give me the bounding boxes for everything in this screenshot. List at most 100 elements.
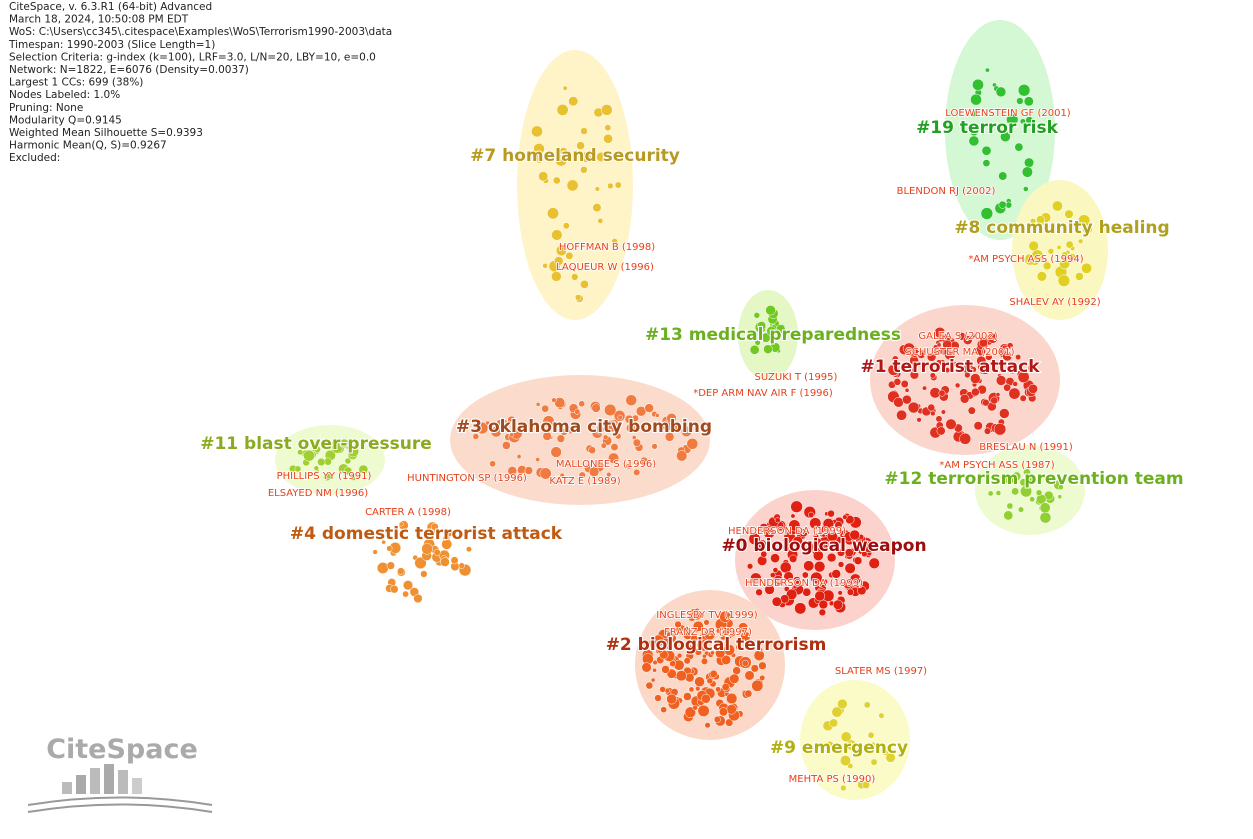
node <box>763 344 773 354</box>
node <box>971 387 980 397</box>
node <box>967 406 976 415</box>
node <box>862 780 870 789</box>
node <box>1003 510 1014 521</box>
info-line: Excluded: <box>9 152 60 164</box>
node <box>817 546 823 552</box>
node <box>917 350 926 359</box>
node <box>624 414 634 424</box>
reference-label: SLATER MS (1997) <box>835 666 927 677</box>
node <box>617 414 623 421</box>
node <box>779 561 792 574</box>
node <box>1016 97 1024 105</box>
node <box>661 637 671 647</box>
node <box>700 657 709 665</box>
node <box>592 203 602 213</box>
node <box>1017 84 1031 97</box>
node <box>792 584 798 590</box>
node <box>750 664 759 673</box>
node <box>748 532 761 545</box>
node <box>578 400 586 408</box>
node <box>1020 485 1033 498</box>
node <box>940 409 946 415</box>
node <box>343 466 353 476</box>
node <box>951 361 958 367</box>
node <box>626 423 636 433</box>
info-line: Weighted Mean Silhouette S=0.9393 <box>9 127 203 139</box>
node <box>844 562 856 574</box>
node <box>970 373 981 384</box>
node <box>664 432 675 442</box>
node <box>445 530 453 538</box>
node <box>607 182 614 190</box>
cluster-area <box>945 20 1055 240</box>
info-line: Pruning: None <box>9 102 83 114</box>
node <box>660 706 668 714</box>
node <box>831 569 841 579</box>
node <box>1014 142 1024 152</box>
node <box>893 378 902 386</box>
node <box>764 584 775 595</box>
node <box>967 360 973 366</box>
node <box>763 526 776 539</box>
node <box>837 698 848 710</box>
node <box>870 758 878 766</box>
node <box>788 519 801 532</box>
node <box>507 466 518 476</box>
info-line: March 18, 2024, 10:50:08 PM EDT <box>9 14 189 26</box>
node <box>556 434 566 443</box>
node <box>985 353 993 361</box>
node <box>863 701 871 709</box>
node <box>726 692 738 705</box>
node <box>1066 253 1077 263</box>
node <box>721 654 732 665</box>
node <box>891 355 899 363</box>
node <box>533 143 545 155</box>
node <box>826 740 834 749</box>
cluster-label: #2 biological terrorism <box>606 635 827 655</box>
node <box>676 652 683 659</box>
node <box>942 339 952 350</box>
node <box>807 511 815 518</box>
node <box>386 545 393 552</box>
node <box>983 427 992 435</box>
reference-label: SCHUSTER MA (2001) <box>906 347 1015 358</box>
node <box>972 78 984 91</box>
cluster-label: #4 domestic terrorist attack <box>290 524 563 544</box>
node <box>721 683 730 691</box>
node <box>1078 238 1084 244</box>
node <box>718 707 729 717</box>
node <box>659 686 666 693</box>
node <box>574 408 581 415</box>
node <box>794 602 807 615</box>
node <box>1000 131 1011 143</box>
node <box>666 412 677 424</box>
node <box>502 441 511 450</box>
node <box>821 578 828 585</box>
reference-label: MEHTA PS (1990) <box>789 774 876 785</box>
node <box>580 151 592 163</box>
node <box>1057 484 1064 490</box>
reference-label: SUZUKI T (1995) <box>755 372 838 383</box>
node <box>1019 394 1027 402</box>
node <box>386 561 395 570</box>
node <box>695 686 701 692</box>
node <box>792 576 802 585</box>
node <box>935 359 943 366</box>
node <box>970 93 982 106</box>
node <box>1039 511 1052 524</box>
node <box>538 171 549 182</box>
node <box>916 417 922 423</box>
node <box>1036 215 1045 225</box>
nodes <box>289 67 1093 792</box>
node <box>826 552 837 563</box>
info-line: Nodes Labeled: 1.0% <box>9 89 120 101</box>
node <box>1061 251 1069 259</box>
node <box>771 596 782 607</box>
node <box>652 667 657 673</box>
node <box>596 151 607 163</box>
reference-label: GALEA S (2002) <box>918 331 997 342</box>
node <box>909 370 919 380</box>
node <box>1028 240 1039 252</box>
node <box>556 103 569 116</box>
node <box>524 466 534 475</box>
